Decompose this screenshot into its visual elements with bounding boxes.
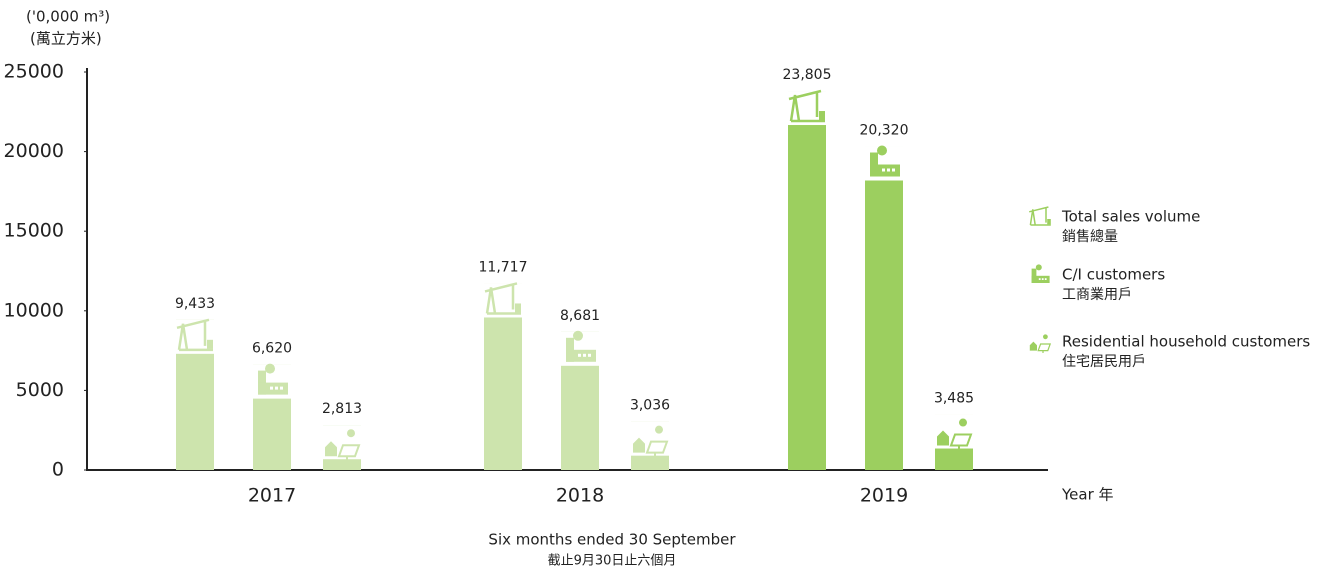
bar [788,91,826,470]
icon-window [1038,278,1041,280]
icon-shape [1035,264,1042,271]
unit-label-zh: (萬立方米) [30,30,102,48]
bar-icon [1029,206,1051,226]
legend-label: C/I customers [1062,266,1165,284]
icon-window [887,168,890,172]
bar [865,146,903,470]
icon-shape [937,430,949,446]
icon-window [280,386,283,390]
bar-icon [1029,334,1052,354]
value-label: 3,485 [934,391,974,407]
icon-shape [633,437,645,453]
bar-icon [325,429,361,461]
bar-icon [1031,264,1050,283]
x-caption-zh: 截止9月30日止六個月 [548,554,677,569]
value-label: 6,620 [252,341,292,357]
icon-shape [949,433,973,450]
icon-window [275,386,278,390]
x-tick-label: 2019 [860,485,908,507]
icon-shape [265,363,275,374]
x-label: Year 年 [1061,486,1114,504]
icon-window [578,353,581,357]
icon-shape [959,418,967,427]
legend-item: C/I customers 工商業用戶 [1031,264,1165,303]
icon-window [588,353,591,357]
icon-shape [515,303,521,313]
icon-window [270,386,273,390]
y-tick-label: 25000 [4,61,64,83]
value-label: 23,805 [783,67,832,83]
value-label: 2,813 [322,401,362,417]
bar-icon [788,89,825,123]
icon-shape [1043,334,1048,340]
icon-shape [573,330,583,341]
icon-shape [347,429,355,438]
legend-item: Total sales volume 銷售總量 [1029,206,1200,245]
icon-shape [788,89,825,123]
icon-shape [1037,343,1052,354]
bar-icon [484,282,521,315]
icon-shape [1047,219,1051,225]
icon-shape [1031,268,1037,283]
y-tick-label: 5000 [16,379,64,401]
x-caption: Six months ended 30 September [488,531,736,549]
icon-shape [819,111,825,121]
value-label: 3,036 [630,398,670,414]
icon-window [882,168,885,172]
icon-shape [325,441,337,457]
unit-label: ('0,000 m³) [26,8,110,26]
bar-icon [633,425,669,457]
bar-icon [566,330,596,362]
icon-window [892,168,895,172]
icon-shape [176,318,213,352]
value-label: 9,433 [175,296,215,312]
legend-label-zh: 工商業用戶 [1062,287,1132,303]
legend-item: Residential household customers 住宅居民用戶 [1029,333,1310,370]
icon-shape [877,145,887,156]
bar-icon [176,318,213,352]
y-tick-label: 15000 [4,220,64,242]
icon-window [583,353,586,357]
icon-shape [645,440,669,457]
icon-shape [207,339,213,349]
icon-shape [1029,206,1051,226]
value-label: 11,717 [479,259,528,275]
icon-shape [484,282,521,315]
legend-label-zh: 住宅居民用戶 [1062,354,1146,370]
bar-icon [870,145,900,177]
legend-label-zh: 銷售總量 [1062,228,1118,245]
icon-shape [655,425,663,434]
value-label: 8,681 [560,308,600,324]
x-tick-label: 2017 [248,485,296,507]
y-tick-label: 0 [52,459,64,481]
icon-window [1041,278,1044,280]
y-tick-label: 20000 [4,140,64,162]
bar-icon [258,363,288,395]
bar-icon [937,418,973,450]
y-tick-label: 10000 [4,299,64,321]
legend-label: Residential household customers [1062,333,1310,351]
legend-label: Total sales volume [1061,208,1200,226]
x-tick-label: 2018 [556,485,604,507]
value-label: 20,320 [860,123,909,139]
icon-window [1044,278,1047,280]
icon-shape [1029,341,1037,351]
icon-shape [337,444,361,461]
